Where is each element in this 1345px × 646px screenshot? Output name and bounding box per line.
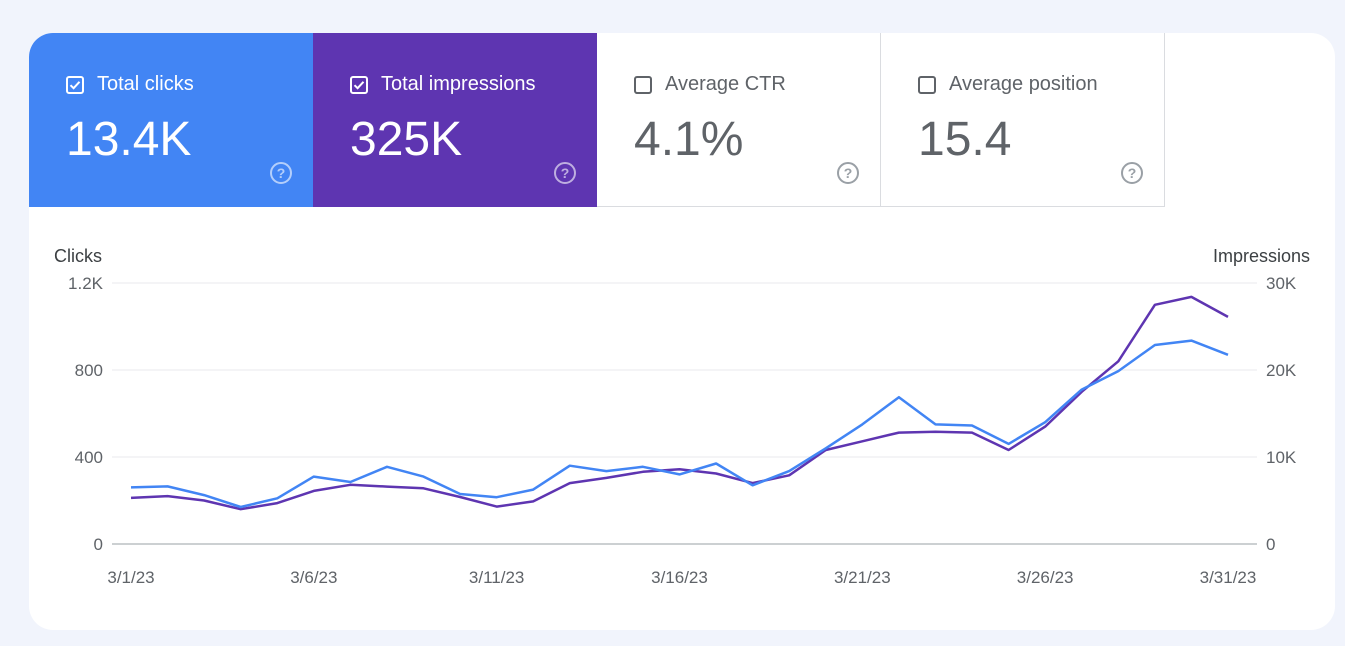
x-tick-label: 3/16/23: [651, 568, 708, 587]
y-left-tick-label: 1.2K: [68, 274, 104, 293]
svg-text:?: ?: [561, 165, 570, 181]
metric-tabs: Total clicks 13.4K ? Total impressions 3…: [29, 33, 1165, 207]
x-tick-label: 3/26/23: [1017, 568, 1074, 587]
metric-total-impressions[interactable]: Total impressions 325K ?: [313, 33, 597, 207]
metric-header: Total impressions: [350, 73, 536, 96]
checkbox-unchecked-icon[interactable]: [634, 75, 652, 94]
y-right-tick-label: 0: [1266, 535, 1275, 554]
metric-average-position[interactable]: Average position 15.4 ?: [881, 33, 1165, 207]
help-icon[interactable]: ?: [269, 161, 293, 185]
performance-card: Total clicks 13.4K ? Total impressions 3…: [29, 33, 1335, 630]
metric-value: 4.1%: [634, 113, 744, 166]
x-tick-label: 3/6/23: [290, 568, 337, 587]
svg-text:?: ?: [844, 165, 853, 181]
checkbox-unchecked-icon[interactable]: [918, 75, 936, 94]
x-tick-label: 3/11/23: [469, 568, 524, 587]
svg-text:?: ?: [277, 165, 286, 181]
help-icon[interactable]: ?: [836, 161, 860, 185]
y-left-tick-label: 800: [75, 361, 103, 380]
chart-area: Clicks Impressions 0 0 400 10K 800 20K 1.2K 30K…: [29, 207, 1335, 630]
metric-label: Average CTR: [665, 73, 786, 95]
metric-header: Average position: [918, 73, 1098, 96]
clicks-series-line: [130, 339, 1229, 509]
metric-label: Total impressions: [381, 73, 536, 95]
metric-label: Total clicks: [97, 73, 194, 95]
metric-value: 325K: [350, 113, 463, 166]
y-right-tick-label: 10K: [1266, 448, 1297, 467]
x-tick-label: 3/31/23: [1200, 568, 1257, 587]
metric-average-ctr[interactable]: Average CTR 4.1% ?: [597, 33, 881, 207]
metric-label: Average position: [949, 73, 1098, 95]
x-tick-label: 3/1/23: [107, 568, 154, 587]
y-left-tick-label: 400: [75, 448, 103, 467]
help-icon[interactable]: ?: [1120, 161, 1144, 185]
svg-text:?: ?: [1128, 165, 1137, 181]
metric-header: Average CTR: [634, 73, 786, 96]
y-right-tick-label: 30K: [1266, 274, 1297, 293]
line-chart: 0 0 400 10K 800 20K 1.2K 30K 3/1/23 3/6/23 3/11/23…: [68, 274, 1297, 587]
metric-value: 15.4: [918, 113, 1012, 166]
help-icon[interactable]: ?: [553, 161, 577, 185]
metric-header: Total clicks: [66, 73, 194, 96]
right-axis-title: Impressions: [1212, 246, 1310, 266]
metric-value: 13.4K: [66, 113, 192, 166]
impressions-series-line: [130, 295, 1229, 511]
left-axis-title: Clicks: [54, 246, 102, 266]
checkbox-checked-icon[interactable]: [350, 75, 368, 94]
y-right-tick-label: 20K: [1266, 361, 1297, 380]
y-left-tick-label: 0: [94, 535, 103, 554]
checkbox-checked-icon[interactable]: [66, 75, 84, 94]
x-tick-label: 3/21/23: [834, 568, 891, 587]
metric-total-clicks[interactable]: Total clicks 13.4K ?: [29, 33, 313, 207]
